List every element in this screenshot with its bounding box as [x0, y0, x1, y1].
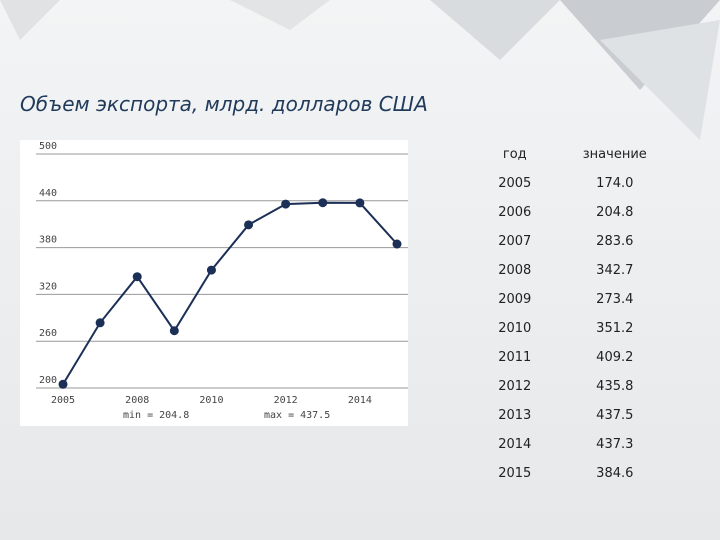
table-cell: 342.7: [596, 263, 634, 278]
x-tick-label: 2005: [51, 395, 75, 406]
point: [58, 379, 68, 389]
table-cell: 2015: [498, 466, 532, 481]
table-row: 2013 437.5: [480, 401, 680, 430]
annotation: min = 204.8: [123, 410, 189, 421]
deco-triangle: [600, 20, 720, 140]
table-cell: 351.2: [596, 321, 634, 336]
point: [132, 272, 142, 282]
table-cell: 2007: [498, 234, 532, 249]
table-cell: 437.5: [596, 408, 634, 423]
table-cell: 384.6: [596, 466, 634, 481]
slide-title: Объем экспорта, млрд. долларов США: [20, 92, 428, 116]
y-tick-label: 380: [39, 235, 57, 246]
table-row: 2014 437.3: [480, 430, 680, 459]
y-tick-label: 200: [39, 375, 57, 386]
table-cell: 204.8: [596, 205, 634, 220]
table-row: 2007 283.6: [480, 227, 680, 256]
table-row: 2008 342.7: [480, 256, 680, 285]
table-cell: 2008: [498, 263, 532, 278]
table-cell: 2014: [498, 437, 532, 452]
table-row: 2009 273.4: [480, 285, 680, 314]
table-cell: 2012: [498, 379, 532, 394]
x-tick-label: 2014: [348, 395, 372, 406]
point: [206, 265, 216, 275]
table-cell: 2009: [498, 292, 532, 307]
line: [62, 201, 398, 385]
table-cell: год: [502, 147, 527, 162]
x-tick-label: 2008: [125, 395, 149, 406]
table-cell: 2006: [498, 205, 532, 220]
table-cell: 437.3: [596, 437, 634, 452]
table-cell: 283.6: [596, 234, 634, 249]
deco-triangle: [430, 0, 560, 60]
data-table: год значение 2005 174.0 2006 204.8 2007 283.6 20…: [480, 140, 680, 488]
table-cell: 409.2: [596, 350, 634, 365]
chart: 200 260 320 380 440 500 2005 2008 2010 2012 2014 mi…: [20, 140, 408, 426]
table-row: 2005 174.0: [480, 169, 680, 198]
point: [95, 318, 105, 328]
point: [169, 326, 179, 336]
deco-triangle: [0, 0, 60, 40]
table-cell: 435.8: [596, 379, 634, 394]
table-cell: 2011: [498, 350, 532, 365]
point: [355, 198, 365, 208]
deco-triangle: [230, 0, 330, 30]
table-cell: 174.0: [596, 176, 634, 191]
y-tick-label: 500: [39, 141, 57, 152]
table-row: 2012 435.8: [480, 372, 680, 401]
table-cell: 2010: [498, 321, 532, 336]
point: [244, 220, 254, 230]
table-row: 2015 384.6: [480, 459, 680, 488]
annotation: max = 437.5: [264, 410, 330, 421]
table-row: 2010 351.2: [480, 314, 680, 343]
table-cell: 2013: [498, 408, 532, 423]
point: [281, 199, 291, 209]
point: [392, 239, 402, 249]
table-header: год значение: [480, 140, 680, 169]
table-row: 2006 204.8: [480, 198, 680, 227]
table-cell: значение: [582, 147, 647, 162]
point: [318, 198, 328, 208]
y-tick-label: 260: [39, 328, 57, 339]
table-cell: 273.4: [596, 292, 634, 307]
x-tick-label: 2012: [274, 395, 298, 406]
table-row: 2011 409.2: [480, 343, 680, 372]
y-tick-label: 320: [39, 281, 57, 292]
table-cell: 2005: [498, 176, 532, 191]
y-tick-label: 440: [39, 188, 57, 199]
x-tick-label: 2010: [199, 395, 223, 406]
